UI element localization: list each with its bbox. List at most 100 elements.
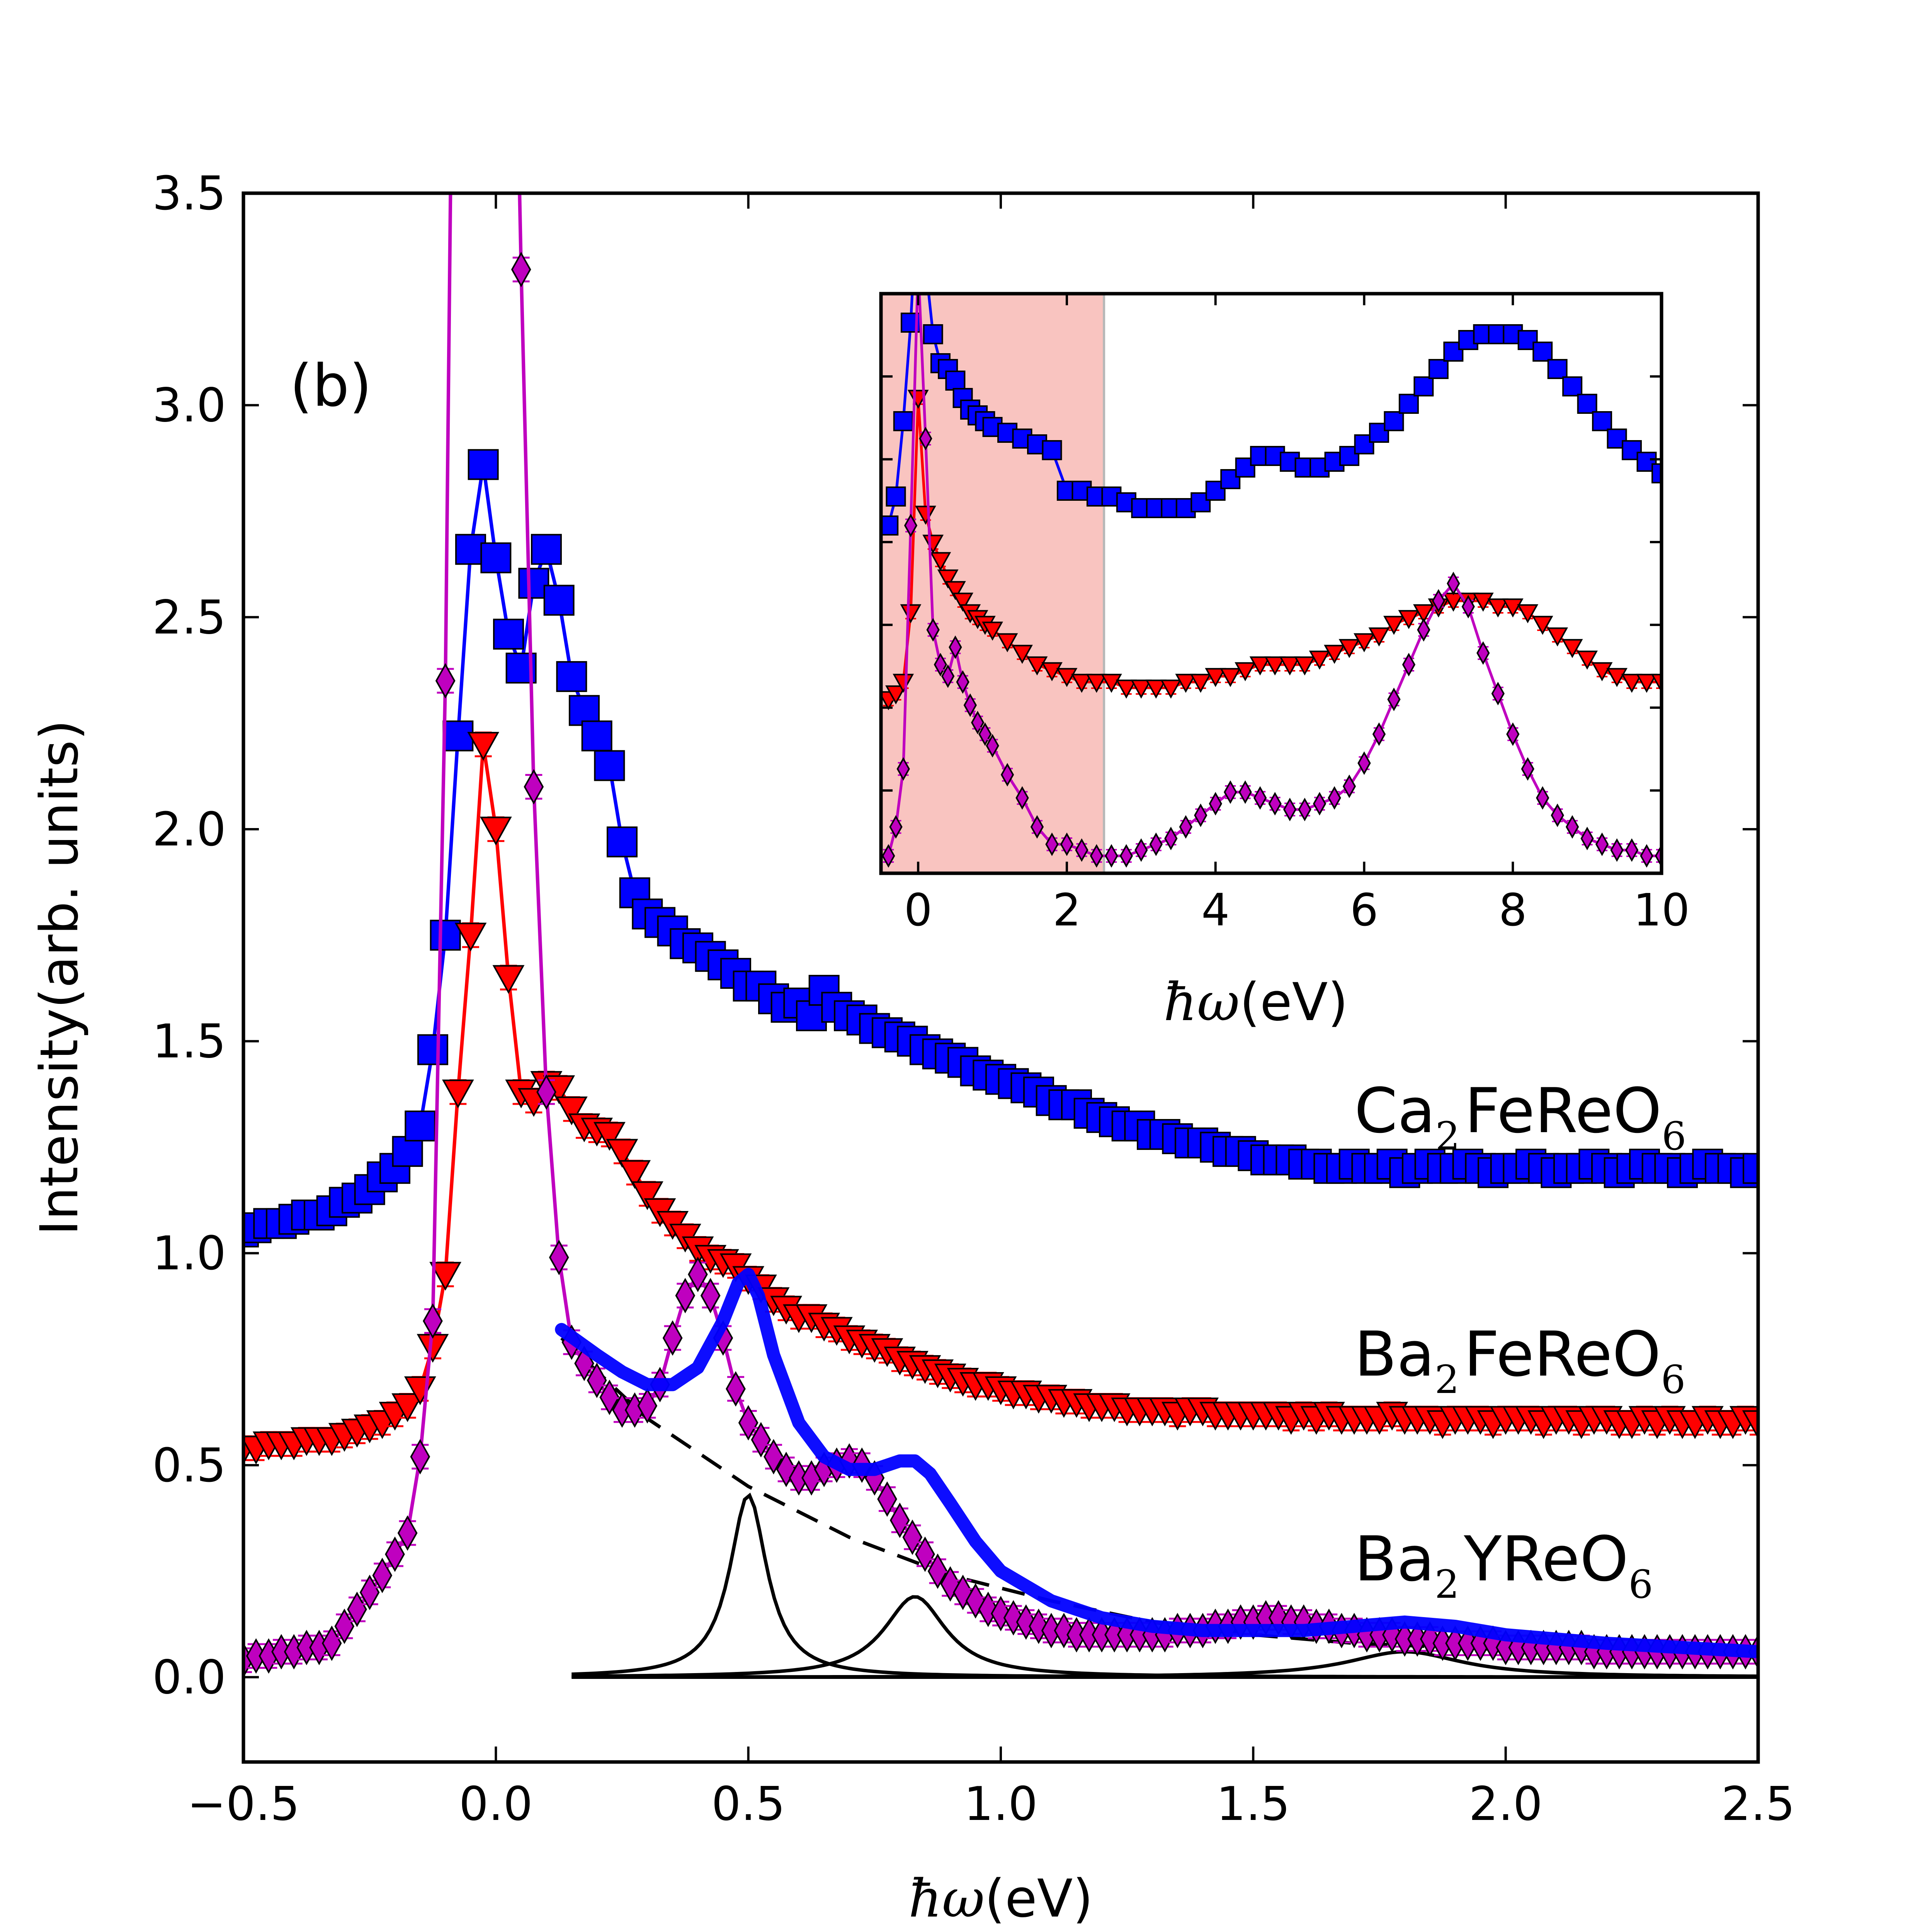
point-Ba2YReO6-15	[423, 1303, 443, 1339]
point-Ca2FeReO6-27	[569, 695, 600, 726]
point-Ca2FeReO6-120	[1743, 1153, 1758, 1184]
inset-point-Ba2FeReO6-47	[1472, 592, 1494, 612]
point-Ba2FeReO6-31	[619, 1160, 651, 1189]
inset-point-Ba2YReO6-5	[919, 427, 932, 451]
inset-point-Ba2YReO6-45	[1447, 571, 1460, 595]
inset-point-Ba2YReO6-26	[1164, 827, 1178, 850]
inset-point-Ca2FeReO6-51	[1532, 342, 1553, 362]
inset-point-Ca2FeReO6-41	[1384, 411, 1404, 431]
point-Ba2YReO6-24	[536, 1074, 556, 1110]
point-Ba2YReO6-42	[764, 1439, 784, 1475]
main-axes: −0.5 0.0 0.5 1.0 1.5 2.0 2.5 0.0 0.5 1.0 1.5 2.0 2.5…	[152, 167, 1795, 1831]
inset-axes: 0 2 4 6 8 10	[879, 292, 1690, 936]
inset-point-Ba2FeReO6-5	[915, 505, 936, 525]
inset-point-Ba2YReO6-52	[1551, 803, 1564, 827]
inset-point-Ca2FeReO6-6	[923, 324, 943, 344]
inset-x-axis-label: ħω(eV)	[1163, 972, 1348, 1032]
inset-point-Ba2YReO6-38	[1342, 774, 1356, 798]
inset-x-tick-label-2: 4	[1201, 884, 1230, 936]
inset-point-Ba2FeReO6-40	[1368, 627, 1390, 647]
inset-point-Ba2FeReO6-53	[1561, 639, 1583, 658]
y-axis-label: Intensity(arb. units)	[29, 720, 90, 1236]
inset-point-Ba2FeReO6-34	[1279, 656, 1301, 676]
inset-point-Ba2FeReO6-24	[1130, 679, 1152, 699]
inset-point-Ba2YReO6-16	[1015, 786, 1029, 810]
y-tick-label-0: 0.0	[152, 1651, 226, 1705]
inset-point-Ba2YReO6-30	[1224, 780, 1237, 804]
inset-point-Ba2FeReO6-51	[1532, 616, 1553, 635]
point-Ba2YReO6-39	[726, 1371, 746, 1407]
inset-point-Ca2FeReO6-54	[1577, 394, 1597, 414]
inset-point-Ba2FeReO6-21	[1086, 673, 1107, 693]
x-tick-label-3: 1.0	[964, 1777, 1038, 1831]
inset-point-Ba2FeReO6-56	[1606, 668, 1628, 687]
x-tick-label-2: 0.5	[711, 1777, 785, 1831]
point-Ba2YReO6-22	[511, 252, 531, 287]
inset-point-Ba2YReO6-58	[1640, 844, 1653, 868]
point-Ba2FeReO6-30	[606, 1139, 638, 1168]
inset-point-Ba2YReO6-21	[1090, 844, 1104, 868]
inset-point-Ba2YReO6-57	[1625, 838, 1639, 862]
point-Ba2YReO6-41	[751, 1422, 771, 1458]
point-Ba2YReO6-23	[524, 769, 544, 805]
y-tick-label-3: 1.5	[152, 1015, 226, 1069]
point-Ba2YReO6-34	[662, 1320, 683, 1356]
inset-point-Ba2YReO6-0	[882, 844, 895, 868]
point-Ca2FeReO6-16	[430, 920, 461, 951]
inset-x-tick-label-3: 6	[1350, 884, 1378, 936]
inset-point-Ba2FeReO6-19	[1056, 668, 1078, 687]
y-tick-label-6: 3.0	[152, 379, 226, 433]
inset-point-Ba2YReO6-37	[1328, 786, 1341, 810]
inset-point-Ca2FeReO6-45	[1443, 342, 1464, 362]
inset-point-Ca2FeReO6-52	[1547, 359, 1568, 379]
point-Ba2YReO6-53	[902, 1519, 923, 1555]
point-Ba2YReO6-14	[410, 1439, 430, 1475]
point-Ca2FeReO6-14	[405, 1111, 436, 1142]
inset-point-Ba2FeReO6-25	[1145, 679, 1167, 699]
inset-point-Ba2FeReO6-8	[937, 569, 959, 589]
inset-point-Ba2FeReO6-48	[1487, 598, 1509, 618]
inset-point-Ca2FeReO6-53	[1562, 376, 1583, 396]
series-label-ba2yreo6: Ba2YReO6	[1354, 1523, 1653, 1607]
inset-point-Ba2YReO6-32	[1253, 786, 1267, 810]
inset-point-Ba2YReO6-44	[1432, 589, 1446, 613]
point-Ca2FeReO6-28	[581, 720, 612, 752]
inset-point-Ba2YReO6-2	[896, 757, 910, 781]
point-Ba2YReO6-55	[927, 1553, 948, 1589]
inset-point-Ba2FeReO6-55	[1591, 662, 1613, 682]
inset-point-Ba2FeReO6-2	[893, 673, 914, 693]
point-Ba2YReO6-32	[637, 1388, 658, 1424]
point-Ca2FeReO6-26	[556, 661, 587, 692]
main-plot-area	[243, 193, 1758, 1679]
point-Ba2FeReO6-18	[454, 922, 487, 952]
point-Ba2YReO6-37	[700, 1278, 721, 1313]
series-label-ba2fereo6: Ba2FeReO6	[1354, 1318, 1685, 1402]
fit-components	[571, 1492, 1758, 1679]
inset-point-Ba2YReO6-42	[1402, 653, 1416, 677]
inset-point-Ba2YReO6-50	[1521, 757, 1534, 781]
inset-point-Ca2FeReO6-50	[1517, 330, 1538, 350]
inset-point-Ba2FeReO6-39	[1354, 633, 1375, 653]
point-Ca2FeReO6-17	[442, 720, 474, 752]
inset-point-Ca2FeReO6-2	[893, 411, 913, 431]
inset-point-Ba2YReO6-8	[941, 664, 955, 688]
y-tick-label-2: 1.0	[152, 1227, 226, 1281]
point-Ba2YReO6-13	[397, 1515, 418, 1551]
inset-series-Ba2YReO6	[882, 294, 1662, 868]
inset-point-Ba2YReO6-19	[1060, 832, 1074, 856]
inset-point-Ba2YReO6-14	[986, 734, 999, 758]
inset-point-Ba2YReO6-34	[1283, 798, 1297, 821]
point-Ba2YReO6-52	[889, 1502, 910, 1538]
point-Ca2FeReO6-24	[531, 534, 562, 565]
inset-point-Ba2YReO6-54	[1580, 827, 1594, 850]
inset-point-Ba2YReO6-27	[1179, 815, 1192, 839]
inset-point-Ba2YReO6-24	[1134, 838, 1148, 862]
point-Ba2YReO6-40	[738, 1405, 759, 1441]
inset-point-Ba2YReO6-1	[889, 815, 903, 839]
inset-point-Ba2FeReO6-28	[1190, 673, 1211, 693]
y-tick-label-4: 2.0	[152, 803, 226, 857]
inset-point-Ba2YReO6-51	[1536, 786, 1549, 810]
fit-curve	[555, 1268, 1758, 1658]
